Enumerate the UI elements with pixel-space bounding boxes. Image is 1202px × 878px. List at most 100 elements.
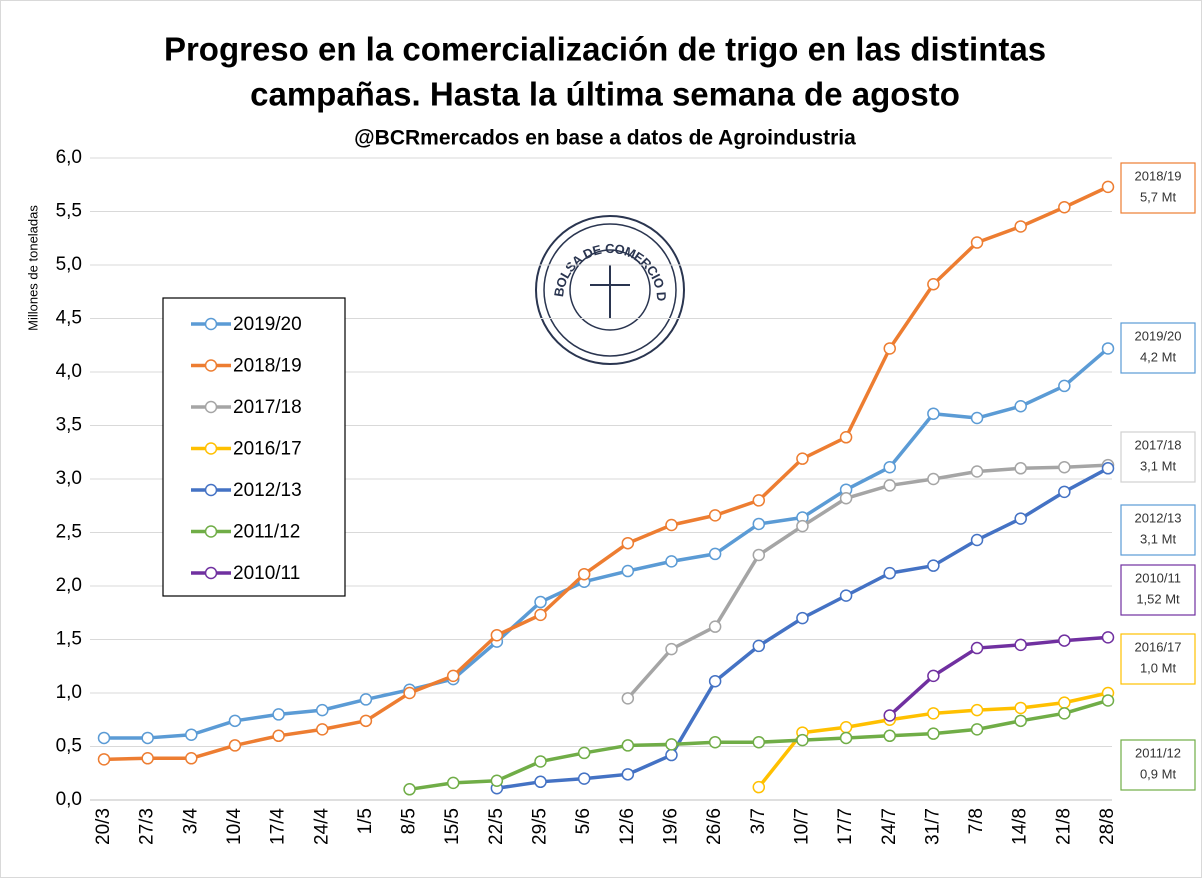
legend-label: 2017/18 [233, 397, 302, 418]
data-point [621, 739, 635, 752]
data-point [927, 472, 940, 486]
data-point [970, 703, 984, 717]
data-point [665, 555, 678, 568]
data-point [1014, 399, 1027, 413]
data-point [359, 714, 373, 728]
data-point [621, 564, 635, 578]
y-tick-label: 5,0 [56, 254, 82, 275]
data-point [752, 780, 766, 794]
data-point [228, 739, 242, 752]
data-point [316, 723, 329, 736]
data-point [839, 720, 853, 734]
x-tick-label: 14/8 [1010, 808, 1031, 845]
y-tick-label: 2,0 [56, 575, 82, 596]
data-point [1014, 638, 1027, 652]
data-point [970, 533, 984, 547]
chart-title: Progreso en la comercialización de trigo… [164, 31, 1046, 68]
x-tick-label: 31/7 [922, 808, 943, 845]
legend-marker [204, 525, 218, 538]
annotation-text: 1,0 Mt [1140, 660, 1177, 675]
annotation-box [1120, 564, 1196, 616]
legend-marker [204, 442, 218, 455]
x-tick-label: 10/4 [224, 808, 245, 845]
data-point [141, 731, 154, 745]
data-point [490, 628, 504, 642]
data-point [839, 731, 853, 745]
y-tick-label: 1,5 [56, 629, 82, 650]
data-point [927, 727, 940, 740]
data-point [446, 776, 460, 790]
data-point [403, 783, 416, 796]
y-tick-label: 0,0 [56, 789, 82, 810]
chart-title: campañas. Hasta la última semana de agos… [250, 76, 960, 113]
x-tick-label: 5/6 [573, 808, 594, 834]
annotation-text: 2012/13 [1135, 510, 1182, 525]
data-point [185, 752, 198, 765]
data-point [752, 639, 766, 653]
y-tick-label: 2,5 [56, 522, 82, 543]
annotation-text: 2010/11 [1135, 570, 1181, 585]
data-point [1014, 512, 1027, 525]
data-point [1058, 485, 1071, 499]
data-point [534, 755, 547, 768]
data-point [316, 703, 329, 717]
x-tick-label: 15/5 [442, 808, 463, 845]
annotation-box [1120, 162, 1196, 214]
data-point [272, 729, 285, 743]
data-point [534, 775, 547, 789]
data-point [708, 674, 722, 688]
data-point [1101, 631, 1115, 644]
data-point [446, 669, 460, 683]
data-point [577, 772, 591, 785]
data-point [228, 714, 242, 728]
data-point [621, 692, 635, 705]
y-tick-label: 3,0 [56, 468, 82, 489]
data-point [1014, 462, 1027, 475]
data-point [1101, 462, 1115, 475]
x-tick-label: 12/6 [617, 808, 638, 845]
annotation-text: 2017/18 [1135, 437, 1182, 452]
y-tick-label: 4,0 [56, 361, 82, 382]
data-point [970, 723, 984, 736]
y-tick-label: 1,0 [56, 682, 82, 703]
data-point [927, 278, 940, 291]
chart-subtitle: @BCRmercados en base a datos de Agroindu… [354, 127, 856, 150]
x-tick-label: 21/8 [1053, 808, 1074, 845]
legend-marker [204, 400, 218, 414]
data-point [534, 608, 547, 622]
annotation-text: 0,9 Mt [1140, 766, 1177, 781]
annotation-text: 1,52 Mt [1136, 591, 1180, 606]
series-line [103, 185, 1109, 762]
data-point [927, 559, 940, 572]
legend-label: 2018/19 [233, 356, 302, 377]
data-point [1101, 342, 1115, 355]
series-line [104, 347, 1110, 740]
annotation-box [1120, 504, 1196, 556]
legend-label: 2016/17 [233, 439, 302, 460]
data-point [752, 735, 766, 749]
data-point [752, 548, 766, 562]
data-point [272, 708, 285, 721]
data-point [839, 492, 853, 505]
data-point [970, 465, 984, 478]
data-point [621, 536, 635, 550]
data-point [1058, 696, 1071, 709]
data-point [927, 407, 940, 420]
x-tick-label: 8/5 [399, 808, 420, 834]
data-point [883, 729, 896, 743]
annotation-text: 3,1 Mt [1140, 531, 1177, 546]
legend-label: 2019/20 [233, 314, 302, 335]
data-point [708, 735, 722, 749]
data-point [752, 494, 766, 507]
data-point [927, 707, 940, 720]
data-point [883, 460, 896, 474]
x-tick-label: 20/3 [93, 808, 114, 845]
data-point [577, 567, 591, 581]
logo-ring [569, 249, 651, 331]
series-line [888, 635, 1109, 717]
data-point [665, 642, 678, 656]
data-point [621, 768, 635, 781]
annotation-text: 3,1 Mt [1140, 458, 1177, 473]
x-tick-label: 24/7 [879, 808, 900, 845]
data-point [1058, 634, 1071, 647]
